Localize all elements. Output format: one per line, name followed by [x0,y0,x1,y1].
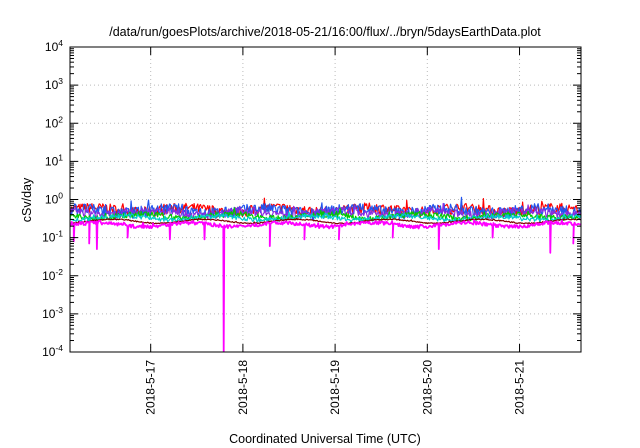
x-axis-label: Coordinated Universal Time (UTC) [229,432,421,446]
x-tick-label: 2018-5-20 [420,360,434,415]
y-axis: 10-4 10-3 10-2 10-1 100 101 102 103 104 [42,38,581,359]
series-line [70,207,581,222]
y-tick-label: 10-3 [42,305,63,321]
x-tick-label: 2018-5-19 [328,360,342,415]
y-tick-label: 104 [45,38,63,54]
y-tick-label: 103 [45,76,63,92]
y-axis-label: cSv/day [20,177,34,222]
series-group [70,196,581,352]
x-axis: 2018-5-17 2018-5-18 2018-5-19 2018-5-20 2018… [144,47,527,415]
y-tick-label: 10-2 [42,267,63,283]
y-tick-label: 102 [45,114,63,130]
x-tick-label: 2018-5-21 [513,360,527,415]
x-tick-label: 2018-5-18 [236,360,250,415]
y-tick-label: 10-1 [42,229,63,245]
series-line [70,219,581,352]
grid [70,47,581,352]
y-tick-label: 101 [45,152,63,168]
series-line [70,211,581,223]
chart-title: /data/run/goesPlots/archive/2018-05-21/1… [109,25,541,39]
x-tick-label: 2018-5-17 [144,360,158,415]
y-tick-label: 10-4 [42,343,63,359]
y-tick-label: 100 [45,191,63,207]
series-line [70,217,581,225]
